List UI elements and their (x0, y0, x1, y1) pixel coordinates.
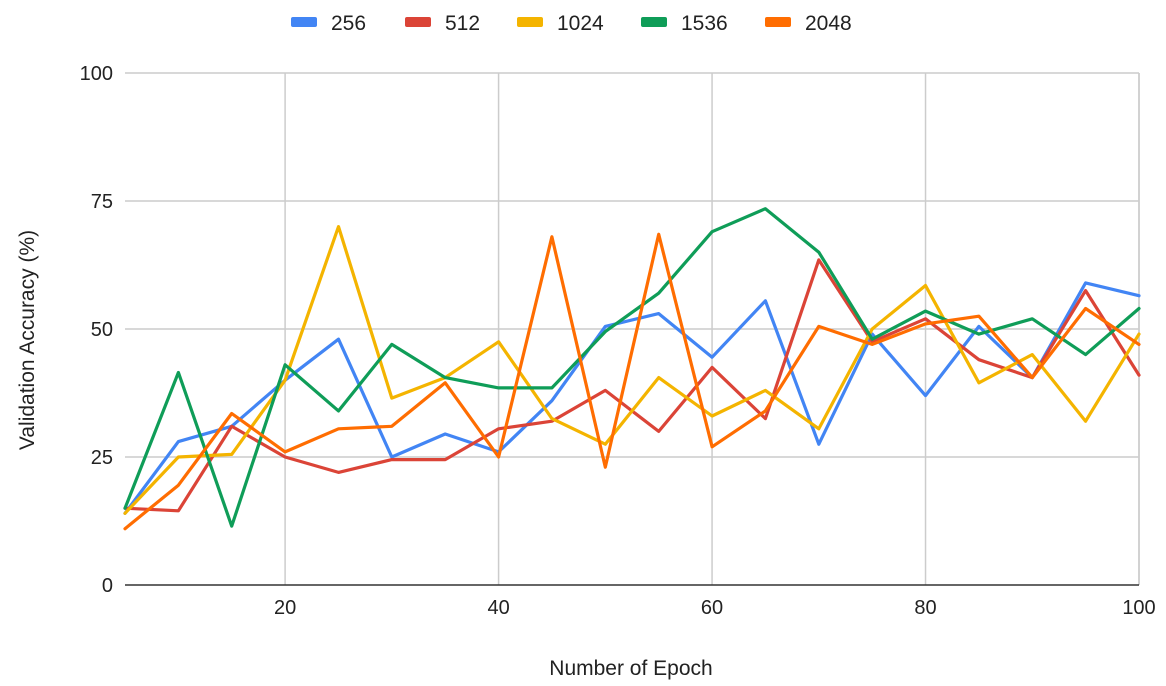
legend-item-1024[interactable]: 1024 (517, 12, 604, 35)
series-line-256 (123, 281, 1141, 515)
legend-item-1536[interactable]: 1536 (641, 12, 728, 35)
legend-swatch (517, 17, 543, 27)
axes: 0 25 50 75 100 20 40 60 80 100 (80, 63, 1156, 619)
y-tick-label: 25 (91, 447, 113, 469)
legend-item-256[interactable]: 256 (291, 12, 366, 35)
legend-label: 256 (331, 12, 366, 35)
legend-label: 2048 (805, 12, 852, 35)
y-tick-label: 0 (102, 575, 113, 597)
legend-swatch (765, 17, 791, 27)
series-lines (123, 207, 1141, 531)
y-axis-title: Validation Accuracy (%) (16, 230, 39, 450)
legend: 256 512 1024 1536 2048 (291, 12, 852, 35)
y-tick-label: 100 (80, 63, 113, 85)
x-tick-label: 60 (701, 597, 723, 619)
legend-item-512[interactable]: 512 (405, 12, 480, 35)
x-tick-label: 20 (274, 597, 296, 619)
legend-swatch (291, 17, 317, 27)
legend-swatch (405, 17, 431, 27)
series-line-1536 (123, 207, 1141, 528)
legend-item-2048[interactable]: 2048 (765, 12, 852, 35)
x-tick-label: 40 (487, 597, 509, 619)
y-tick-label: 75 (91, 191, 113, 213)
grid (125, 72, 1140, 585)
x-axis-title: Number of Epoch (549, 657, 712, 680)
y-tick-label: 50 (91, 319, 113, 341)
legend-label: 1024 (557, 12, 604, 35)
x-tick-label: 80 (914, 597, 936, 619)
x-tick-label: 100 (1122, 597, 1155, 619)
legend-swatch (641, 17, 667, 27)
legend-label: 512 (445, 12, 480, 35)
series-line-2048 (123, 232, 1141, 531)
legend-label: 1536 (681, 12, 728, 35)
series-line-1024 (123, 225, 1141, 515)
